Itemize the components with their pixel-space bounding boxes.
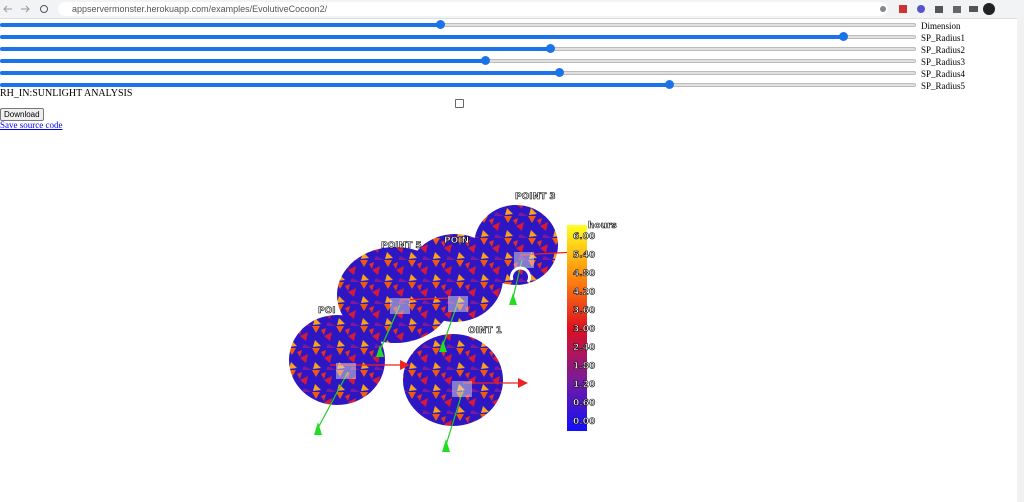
legend-label: 1.20 <box>573 380 595 390</box>
slider-label: Dimension <box>921 21 961 31</box>
slider-label: SP_Radius2 <box>921 45 966 55</box>
slider-fill <box>0 47 550 51</box>
slider-thumb[interactable] <box>545 44 555 53</box>
slider[interactable] <box>0 55 916 67</box>
point-label: POINT 5 <box>381 241 422 251</box>
checkbox[interactable] <box>455 99 464 108</box>
save-link[interactable]: Save source code <box>0 120 63 130</box>
legend-label: 4.80 <box>573 269 595 279</box>
point-label: POINT 3 <box>515 192 556 202</box>
nav-icons <box>3 5 48 13</box>
analysis-title: RH_IN:SUNLIGHT ANALYSIS <box>0 88 133 99</box>
legend-title: hours <box>588 221 617 231</box>
slider-thumb[interactable] <box>435 20 445 29</box>
color-bar <box>567 225 587 431</box>
slider-fill <box>0 83 669 87</box>
legend-label: 5.40 <box>573 251 595 261</box>
slider-fill <box>0 23 440 27</box>
slider-label: SP_Radius3 <box>921 57 966 67</box>
slider-fill <box>0 71 559 75</box>
slider[interactable] <box>0 31 916 43</box>
point-label: POIN <box>444 236 469 246</box>
slider-thumb[interactable] <box>664 80 674 89</box>
cocoon-mesh <box>289 205 558 426</box>
extension-icons <box>880 3 995 15</box>
point-label: OINT 1 <box>468 326 502 336</box>
legend-label: 0.60 <box>573 399 595 409</box>
legend-label: 4.20 <box>573 288 595 298</box>
legend-label: 6.00 <box>573 232 595 242</box>
scrollbar <box>1017 18 1024 502</box>
slider-label: SP_Radius4 <box>921 69 966 79</box>
slider-fill <box>0 59 486 63</box>
browser-toolbar: appservermonster.herokuapp.com/examples/… <box>0 0 1024 19</box>
slider-thumb[interactable] <box>481 56 491 65</box>
legend-label: 3.60 <box>573 306 595 316</box>
scene-3d: POINT 3 POINT 5 POIN POI OINT 1 hours 6.… <box>289 192 617 452</box>
legend-label: 3.00 <box>573 325 595 335</box>
legend-labels: 6.00 5.40 4.80 4.20 3.60 3.00 2.40 1.80 1.20 0.60… <box>573 232 596 428</box>
legend-label: 2.40 <box>573 343 595 353</box>
legend-label: 1.80 <box>573 362 595 372</box>
legend-label: 0.00 <box>573 417 595 427</box>
slider[interactable] <box>0 79 916 91</box>
slider-fill <box>0 35 843 39</box>
slider[interactable] <box>0 67 916 79</box>
slider-label: SP_Radius5 <box>921 81 966 91</box>
point-label: POI <box>318 306 336 316</box>
address-bar[interactable]: appservermonster.herokuapp.com/examples/… <box>58 2 888 16</box>
slider-thumb[interactable] <box>554 68 564 77</box>
slider[interactable] <box>0 43 916 55</box>
point-labels: POINT 3 POINT 5 POIN POI OINT 1 <box>318 192 556 337</box>
axes-helpers <box>314 247 585 452</box>
slider[interactable] <box>0 19 916 31</box>
download-button[interactable]: Download <box>0 108 44 121</box>
slider-thumb[interactable] <box>838 32 848 41</box>
slider-label: SP_Radius1 <box>921 33 966 43</box>
